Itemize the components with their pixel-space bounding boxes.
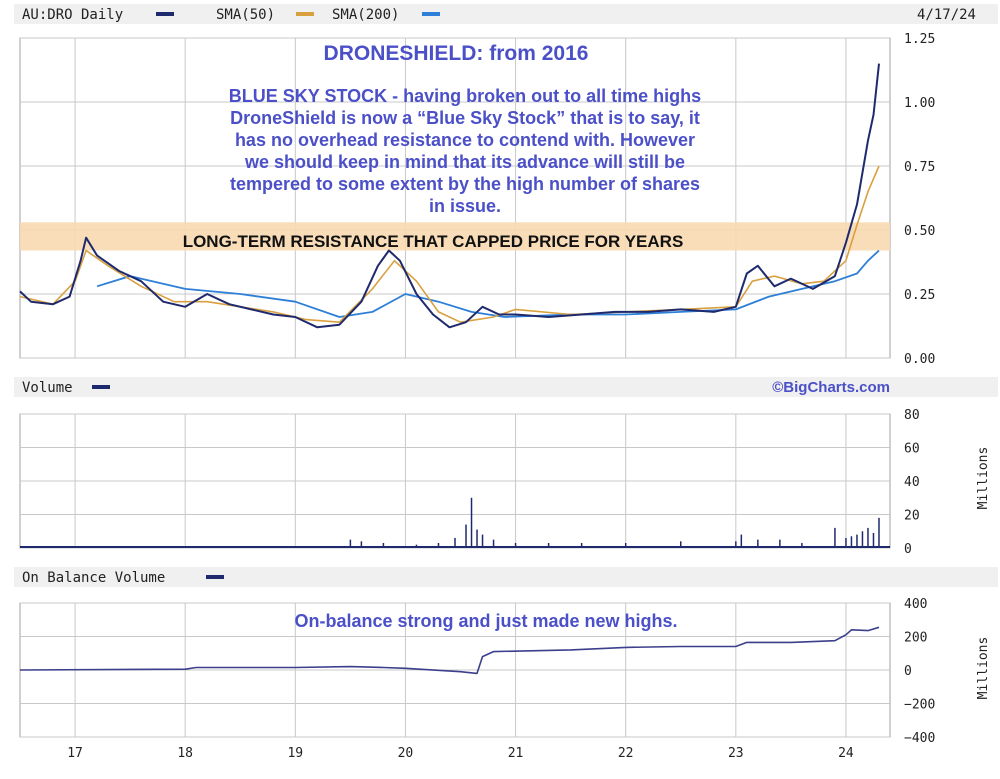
x-tick-label: 22 [618,746,634,761]
sma200-series-line [96,249,880,318]
x-tick-label: 17 [67,746,83,761]
obv-y-tick-label: 200 [904,631,927,646]
volume-unit-label: Millions [976,447,991,510]
sma200-legend-swatch [422,12,440,16]
annotation-line-4: we should keep in mind that its advance … [244,152,685,172]
price-y-tick-label: 0.75 [904,160,935,175]
volume-y-tick-label: 40 [904,475,920,490]
annotation-title: DRONESHIELD: from 2016 [324,42,589,65]
x-tick-label: 20 [398,746,414,761]
x-tick-label: 18 [177,746,193,761]
volume-y-tick-label: 0 [904,542,912,557]
price-legend-swatch [156,12,174,16]
annotation-line-2: DroneShield is now a “Blue Sky Stock” th… [230,108,700,128]
sma50-legend-swatch [296,12,314,16]
volume-bars [20,497,890,548]
volume-panel-label: Volume [22,380,73,396]
volume-y-tick-label: 60 [904,442,920,457]
obv-y-tick-label: −400 [904,731,935,746]
annotation-line-1: BLUE SKY STOCK - having broken out to al… [229,86,701,106]
ticker-label: AU:DRO Daily [22,7,123,23]
annotation-line-3: has no overhead resistance to contend wi… [235,130,695,150]
price-series-line [19,63,880,329]
price-y-tick-label: 1.00 [904,96,935,111]
x-tick-label: 21 [508,746,524,761]
price-header-bar [14,4,998,24]
obv-unit-label: Millions [976,637,991,700]
price-y-tick-label: 1.25 [904,32,935,47]
obv-y-tick-label: −200 [904,698,935,713]
price-y-tick-label: 0.25 [904,288,935,303]
price-plot-area [19,37,891,359]
volume-header-bar [14,377,998,397]
sma200-legend-label: SMA(200) [332,7,399,23]
obv-panel-label: On Balance Volume [22,570,165,586]
obv-annotation: On-balance strong and just made new high… [294,611,677,631]
annotation-line-6: in issue. [429,196,501,216]
resistance-band [20,222,890,251]
chart-date: 4/17/24 [917,7,976,23]
x-tick-label: 24 [838,746,854,761]
resistance-band-rect [20,222,890,251]
obv-y-tick-label: 400 [904,597,927,612]
x-tick-label: 19 [287,746,303,761]
obv-y-tick-label: 0 [904,664,912,679]
obv-series-line [19,626,880,675]
tick-labels: 17 18 19 20 21 22 23 24 0.00 0.25 0.50 0.75 1.00 1.25… [67,32,935,761]
series-layer [19,63,880,675]
obv-legend-swatch [206,575,224,579]
volume-y-tick-label: 80 [904,408,920,423]
price-y-tick-label: 0.00 [904,352,935,367]
obv-header-bar [14,567,998,587]
volume-legend-swatch [92,385,110,389]
x-tick-label: 23 [728,746,744,761]
bigcharts-credit: ©BigCharts.com [772,379,890,396]
price-y-tick-label: 0.50 [904,224,935,239]
volume-y-tick-label: 20 [904,509,920,524]
sma50-legend-label: SMA(50) [216,7,275,23]
annotation-line-5: tempered to some extent by the high numb… [230,174,700,194]
resistance-label: LONG-TERM RESISTANCE THAT CAPPED PRICE F… [183,232,684,251]
